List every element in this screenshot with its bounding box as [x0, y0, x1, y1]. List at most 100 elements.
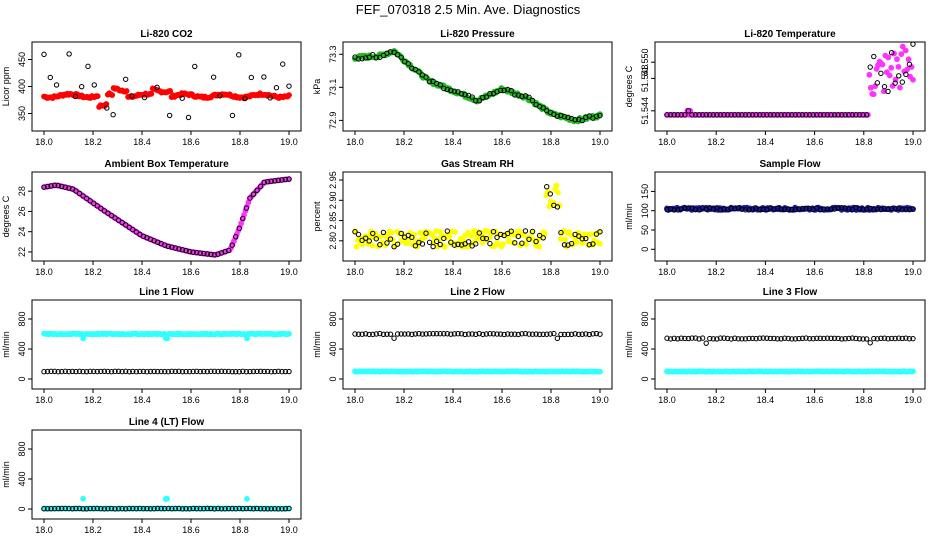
y-axis-label: ml/min: [1, 461, 11, 488]
data-point: [147, 368, 154, 375]
chart-title: Gas Stream RH: [441, 159, 514, 170]
x-tick-label: 18.0: [35, 137, 53, 147]
data-point: [476, 98, 482, 104]
data-point: [148, 90, 155, 97]
data-point: [671, 207, 677, 213]
data-point: [674, 207, 681, 213]
data-point: [742, 207, 749, 213]
data-point: [286, 92, 292, 98]
data-point: [519, 93, 525, 100]
data-point: [247, 368, 253, 375]
x-tick-label: 18.4: [133, 525, 151, 535]
data-point: [667, 112, 674, 118]
x-tick-label: 18.8: [231, 395, 249, 405]
data-point: [197, 505, 203, 512]
data-point: [119, 368, 125, 375]
data-point: [41, 506, 47, 512]
data-point: [835, 205, 841, 211]
data-point: [753, 206, 759, 212]
data-point: [377, 330, 383, 337]
data-point: [201, 505, 207, 512]
data-point: [774, 336, 781, 342]
data-point: [842, 112, 848, 118]
data-point: [190, 368, 196, 375]
data-point: [41, 369, 47, 375]
data-point: [685, 335, 692, 342]
y-tick-label: 2.95: [328, 171, 338, 189]
data-point: [881, 83, 888, 90]
series-secondary: [41, 368, 292, 375]
data-point: [218, 368, 225, 375]
data-point: [888, 335, 895, 342]
data-point: [842, 205, 848, 211]
data-point: [394, 241, 401, 247]
data-point: [526, 236, 532, 242]
data-point: [724, 112, 731, 118]
data-point: [282, 505, 289, 512]
y-axis-label: degrees C: [624, 65, 634, 107]
data-point: [387, 331, 394, 337]
data-point: [551, 330, 557, 337]
data-point: [867, 64, 873, 70]
data-point: [391, 335, 397, 341]
data-point: [732, 335, 738, 341]
data-point: [236, 368, 242, 375]
data-point: [105, 368, 111, 375]
data-point: [753, 335, 759, 342]
data-point: [846, 206, 852, 212]
data-point: [62, 184, 69, 190]
data-point: [590, 331, 596, 337]
data-point: [553, 182, 560, 189]
data-point: [483, 235, 490, 242]
data-point: [448, 87, 454, 94]
page-title: FEF_070318 2.5 Min. Ave. Diagnostics: [355, 2, 581, 17]
data-point: [80, 193, 86, 199]
data-point: [268, 506, 274, 512]
data-point: [257, 183, 264, 190]
data-point: [799, 112, 806, 118]
data-point: [55, 182, 61, 189]
x-tick-label: 18.6: [806, 137, 824, 147]
data-point: [261, 74, 267, 80]
data-point: [724, 206, 731, 212]
data-point: [275, 506, 282, 512]
data-point: [48, 368, 54, 375]
data-point: [428, 231, 435, 238]
data-point: [55, 505, 61, 512]
data-point: [898, 51, 905, 57]
data-point: [910, 76, 916, 83]
data-point: [272, 368, 278, 375]
data-point: [426, 239, 433, 246]
data-point: [487, 240, 493, 247]
data-point: [558, 229, 564, 236]
data-point: [781, 206, 788, 213]
data-point: [671, 335, 677, 342]
data-point: [264, 178, 271, 185]
data-point: [817, 206, 824, 213]
data-point: [465, 331, 472, 337]
data-point: [682, 112, 688, 118]
data-point: [846, 335, 852, 342]
data-point: [83, 506, 90, 512]
data-point: [130, 505, 136, 512]
data-point: [101, 506, 108, 512]
data-point: [520, 231, 527, 238]
data-point: [210, 74, 217, 80]
data-point: [526, 94, 532, 101]
data-point: [561, 242, 568, 248]
plot-frame: [654, 171, 926, 262]
data-point: [366, 238, 372, 244]
data-point: [242, 95, 248, 102]
data-point: [753, 112, 759, 118]
x-tick-label: 18.2: [707, 395, 725, 405]
data-point: [764, 112, 770, 118]
data-point: [512, 92, 518, 98]
y-tick-label: 0: [640, 247, 650, 252]
data-point: [558, 112, 564, 119]
data-point: [362, 55, 369, 61]
data-point: [366, 54, 372, 60]
data-point: [282, 176, 289, 183]
data-point: [906, 61, 913, 68]
data-point: [692, 207, 699, 213]
data-point: [558, 331, 564, 338]
